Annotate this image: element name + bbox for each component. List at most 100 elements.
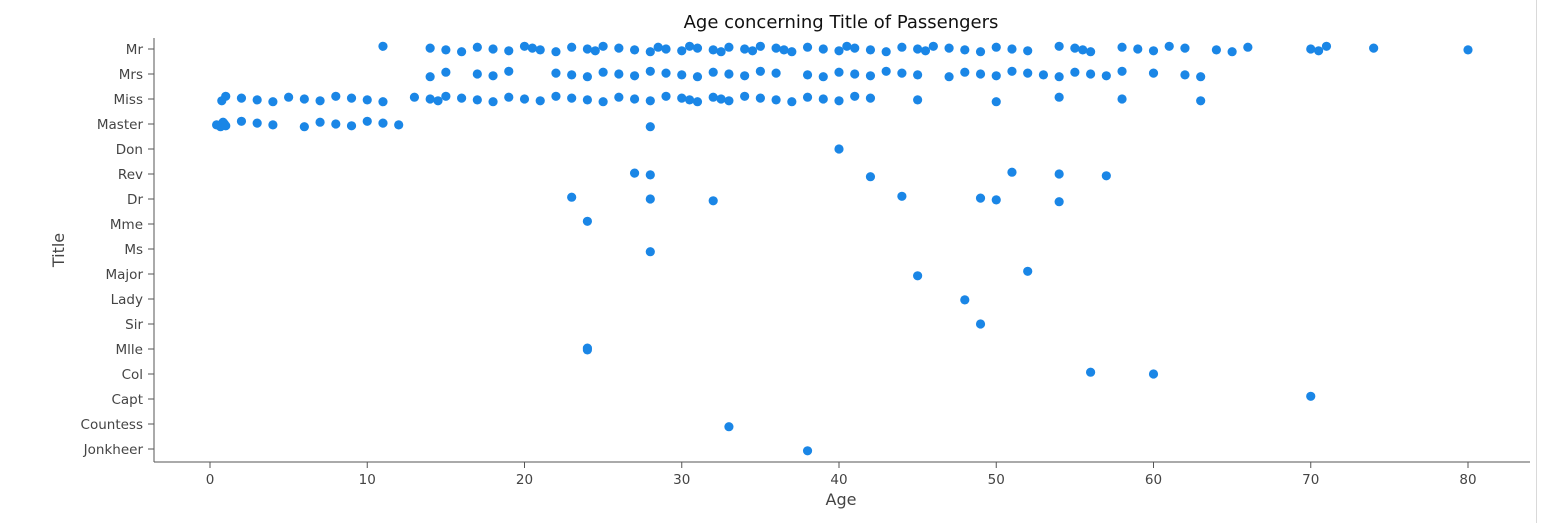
- data-point: [1314, 46, 1324, 56]
- data-point: [991, 42, 1001, 52]
- data-point: [457, 47, 467, 57]
- data-point: [881, 47, 891, 57]
- data-point: [1211, 45, 1221, 55]
- data-point: [629, 168, 640, 178]
- data-point: [252, 118, 262, 128]
- data-point: [567, 70, 577, 80]
- data-point: [975, 319, 986, 329]
- data-point: [1180, 43, 1190, 53]
- data-point: [747, 46, 758, 56]
- data-point: [1148, 369, 1159, 379]
- data-point: [433, 96, 443, 106]
- data-point: [1148, 68, 1159, 78]
- data-point: [1086, 47, 1096, 57]
- y-tick-label: Mr: [126, 42, 144, 58]
- data-point: [614, 43, 624, 53]
- data-point: [850, 91, 860, 101]
- data-point: [928, 41, 938, 51]
- y-tick-label: Major: [106, 267, 144, 283]
- data-point: [614, 92, 624, 102]
- data-point: [645, 122, 655, 132]
- data-point: [802, 42, 813, 52]
- data-point: [692, 72, 703, 82]
- data-point: [692, 97, 703, 107]
- data-point: [834, 46, 844, 56]
- data-point: [457, 93, 467, 103]
- data-point: [236, 93, 247, 103]
- data-point: [1117, 94, 1127, 104]
- data-point: [1007, 44, 1017, 54]
- data-point: [991, 71, 1001, 81]
- data-point: [331, 91, 341, 101]
- y-tick-label: Mrs: [119, 67, 143, 83]
- y-tick-label: Miss: [114, 92, 143, 108]
- data-points: [212, 41, 1473, 456]
- data-point: [1196, 96, 1206, 106]
- data-point: [346, 93, 357, 103]
- data-point: [1078, 45, 1088, 55]
- data-point: [488, 97, 498, 107]
- data-point: [315, 96, 325, 106]
- y-tick-label: Master: [97, 117, 144, 133]
- data-point: [645, 66, 655, 76]
- data-point: [252, 95, 262, 105]
- data-point: [1054, 169, 1064, 179]
- data-point: [944, 43, 954, 53]
- y-tick-label: Mme: [110, 217, 143, 233]
- x-tick-label: 30: [673, 472, 690, 488]
- data-point: [818, 72, 828, 82]
- data-point: [802, 92, 813, 102]
- data-point: [897, 191, 907, 201]
- data-point: [787, 97, 797, 107]
- data-point: [299, 94, 309, 104]
- data-point: [284, 92, 294, 102]
- data-point: [724, 42, 734, 52]
- x-tick-label: 70: [1302, 472, 1319, 488]
- x-tick-label: 20: [516, 472, 533, 488]
- data-point: [629, 45, 640, 55]
- data-point: [441, 67, 451, 77]
- data-point: [268, 97, 278, 107]
- data-point: [378, 118, 388, 128]
- data-point: [567, 93, 577, 103]
- data-point: [881, 66, 891, 76]
- data-point: [221, 121, 231, 131]
- data-point: [551, 47, 561, 57]
- data-point: [472, 42, 482, 52]
- y-tick-label: Countess: [81, 417, 143, 433]
- data-point: [629, 71, 640, 81]
- data-point: [1086, 69, 1096, 79]
- y-tick-label: Col: [122, 367, 143, 383]
- data-point: [614, 69, 624, 79]
- data-point: [1023, 266, 1033, 276]
- chart-title: Age concerning Title of Passengers: [684, 12, 999, 33]
- data-point: [897, 42, 907, 52]
- data-point: [920, 46, 931, 56]
- data-point: [645, 194, 655, 204]
- data-point: [535, 45, 545, 55]
- data-point: [740, 44, 750, 54]
- data-point: [582, 72, 593, 82]
- data-point: [425, 43, 435, 53]
- data-point: [645, 96, 655, 106]
- data-point: [913, 95, 923, 105]
- data-point: [850, 69, 860, 79]
- data-point: [677, 46, 687, 56]
- data-point: [1321, 41, 1332, 51]
- data-point: [567, 42, 577, 52]
- data-point: [378, 97, 388, 107]
- data-point: [991, 97, 1001, 107]
- x-tick-label: 10: [359, 472, 376, 488]
- data-point: [582, 216, 593, 226]
- data-point: [1117, 42, 1127, 52]
- data-point: [716, 94, 726, 104]
- data-point: [1038, 70, 1049, 80]
- data-point: [740, 71, 750, 81]
- data-point: [441, 91, 451, 101]
- data-point: [755, 41, 765, 51]
- data-point: [842, 41, 852, 51]
- data-point: [677, 70, 687, 80]
- y-tick-label: Don: [116, 142, 143, 158]
- data-point: [771, 68, 781, 78]
- x-tick-label: 40: [830, 472, 847, 488]
